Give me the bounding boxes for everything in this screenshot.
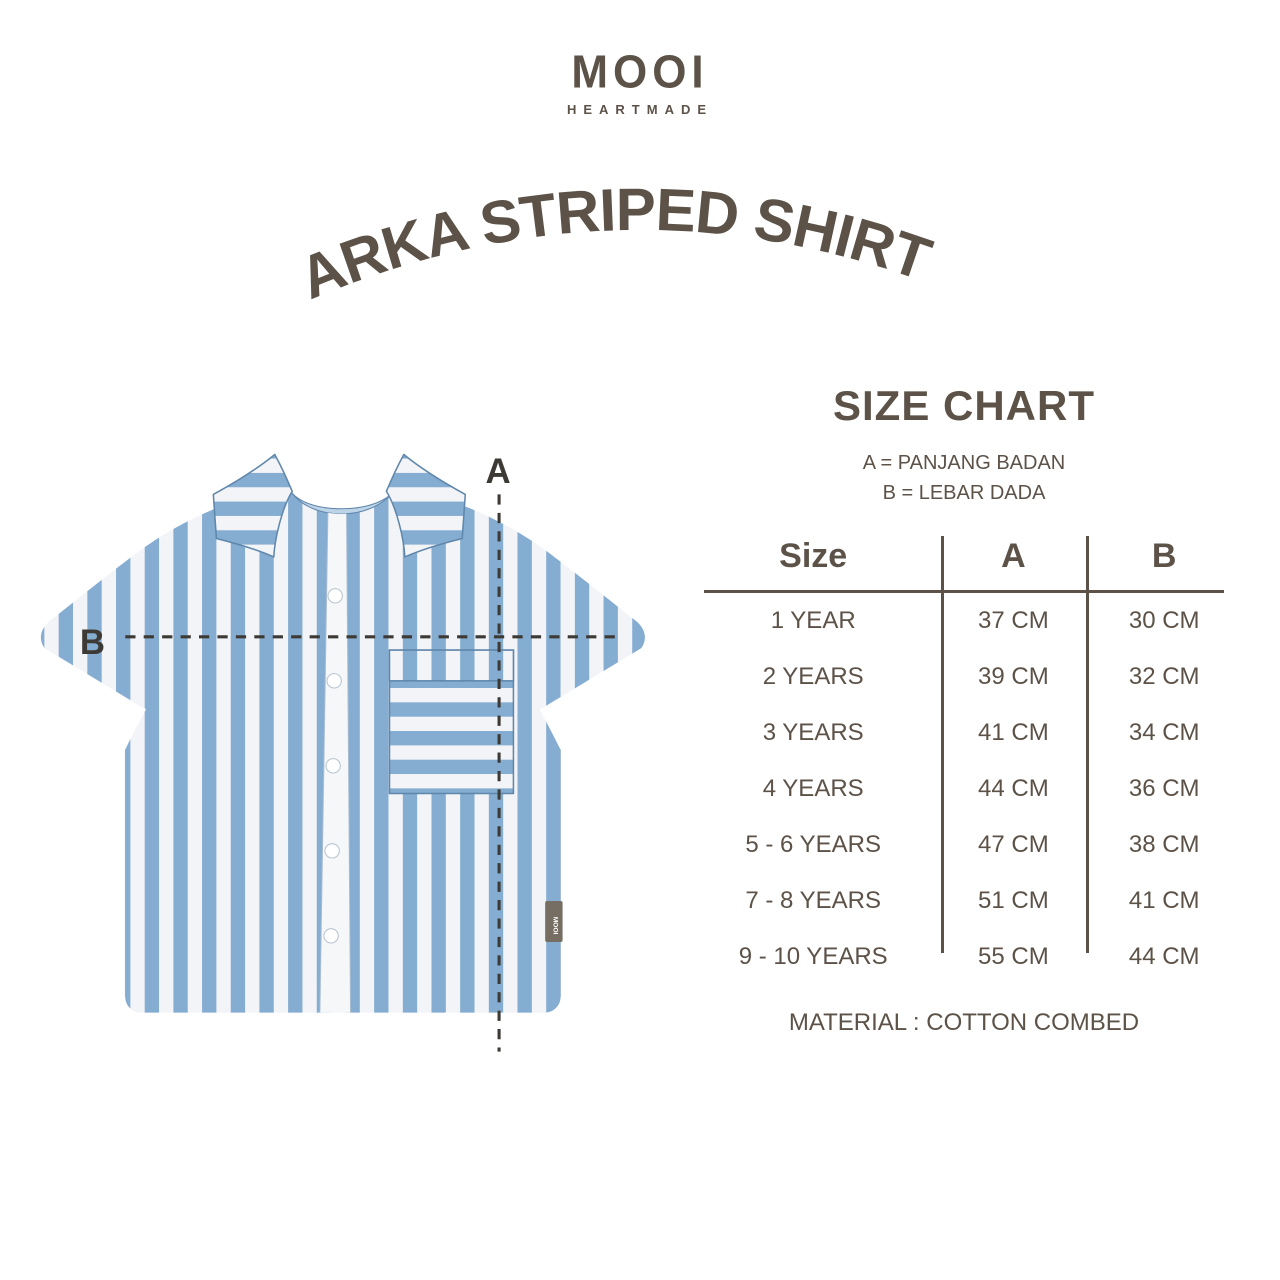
svg-text:A: A xyxy=(485,452,510,491)
svg-text:MOOI: MOOI xyxy=(551,917,558,935)
svg-text:ARKA STRIPED SHIRT: ARKA STRIPED SHIRT xyxy=(290,176,939,312)
svg-text:B: B xyxy=(80,623,105,662)
